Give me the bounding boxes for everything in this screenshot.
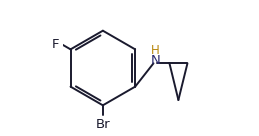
Text: N: N bbox=[150, 54, 160, 67]
Text: H: H bbox=[151, 44, 160, 57]
Text: Br: Br bbox=[96, 118, 110, 131]
Text: F: F bbox=[52, 38, 59, 51]
